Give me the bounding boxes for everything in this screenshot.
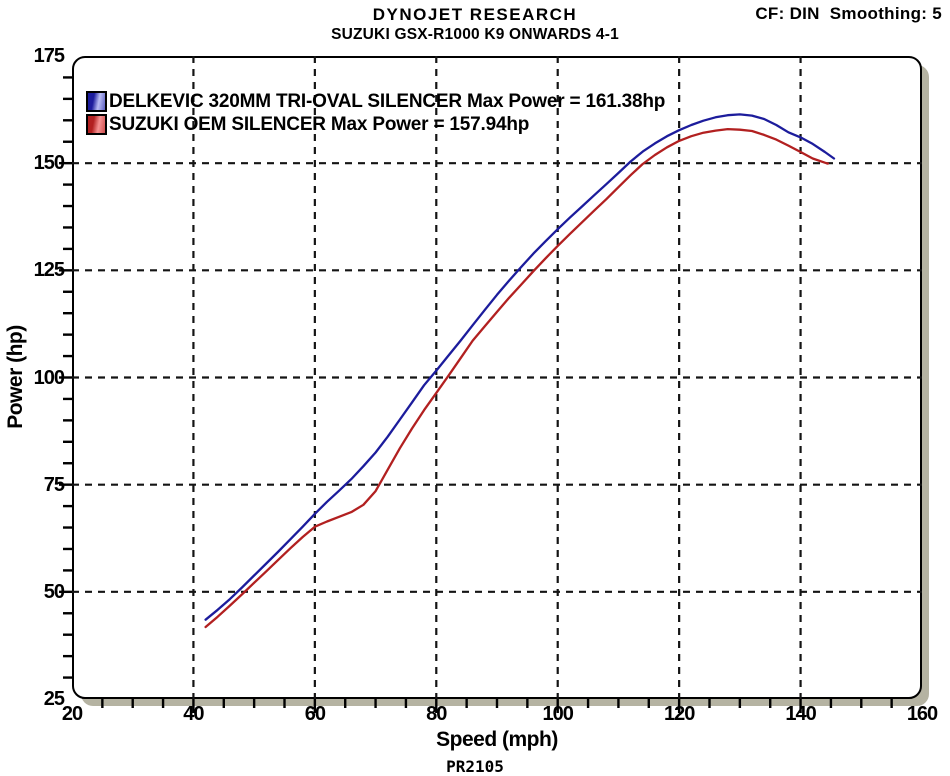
y-tick-label-125: 125	[33, 259, 65, 282]
page-title: DYNOJET RESEARCH	[372, 5, 578, 24]
delkevic-curve	[204, 113, 836, 621]
dyno-plot-svg	[59, 56, 922, 713]
x-tick-label-140: 140	[785, 703, 816, 725]
legend: DELKEVIC 320MM TRI-OVAL SILENCER Max Pow…	[86, 90, 665, 136]
suzuki-oem-curve	[204, 127, 830, 629]
y-tick-label-75: 75	[43, 473, 65, 496]
y-tick-label-25: 25	[43, 688, 65, 710]
x-tick-label-160: 160	[906, 703, 938, 725]
legend-swatch-delkevic	[86, 91, 107, 112]
legend-row-oem: SUZUKI OEM SILENCER Max Power = 157.94hp	[86, 113, 665, 136]
x-axis-title: Speed (mph)	[436, 728, 558, 751]
y-tick-label-50: 50	[43, 580, 65, 603]
x-tick-label-120: 120	[663, 703, 695, 725]
x-tick-label-60: 60	[304, 703, 326, 725]
x-tick-label-80: 80	[426, 703, 447, 725]
y-tick-label-150: 150	[33, 152, 65, 175]
x-tick-label-100: 100	[542, 703, 574, 725]
y-axis-title: Power (hp)	[4, 325, 27, 429]
x-tick-label-40: 40	[183, 703, 204, 725]
correction-smoothing-label: CF: DIN Smoothing: 5	[755, 4, 942, 23]
legend-swatch-oem	[86, 114, 107, 135]
legend-label-delkevic: DELKEVIC 320MM TRI-OVAL SILENCER Max Pow…	[109, 90, 666, 112]
x-tick-label-20: 20	[61, 703, 83, 725]
legend-row-delkevic: DELKEVIC 320MM TRI-OVAL SILENCER Max Pow…	[86, 90, 665, 113]
legend-label-oem: SUZUKI OEM SILENCER Max Power = 157.94hp	[109, 113, 530, 135]
run-code: PR2105	[446, 757, 504, 776]
y-tick-label-175: 175	[33, 45, 65, 67]
page-subtitle: SUZUKI GSX-R1000 K9 ONWARDS 4-1	[331, 26, 619, 43]
y-tick-label-100: 100	[33, 366, 65, 389]
